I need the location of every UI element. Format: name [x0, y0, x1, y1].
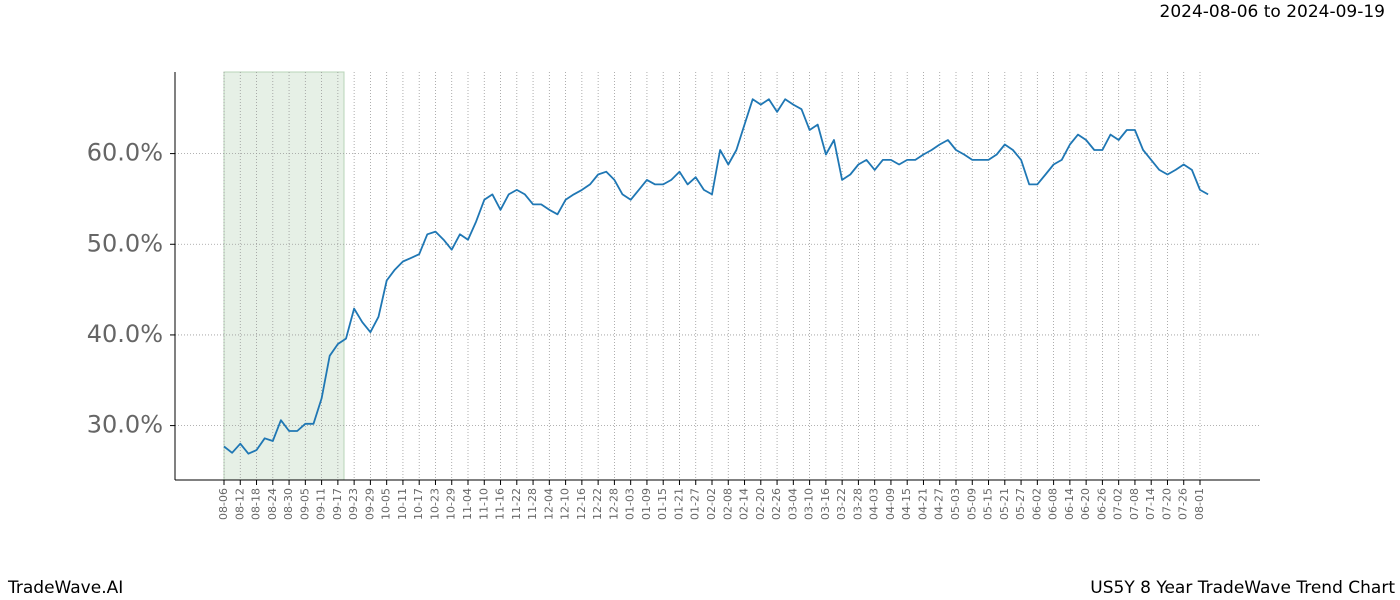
x-tick-label: 10-29 [445, 488, 458, 520]
x-tick-label: 11-10 [477, 488, 490, 520]
x-tick-label: 06-08 [1047, 488, 1060, 520]
x-tick-label: 11-28 [526, 488, 539, 520]
x-tick-label: 08-01 [1193, 488, 1206, 520]
x-tick-label: 09-11 [315, 488, 328, 520]
y-tick-label: 40.0% [87, 320, 163, 348]
x-tick-label: 04-15 [900, 488, 913, 520]
x-tick-label: 02-26 [770, 488, 783, 520]
x-tick-label: 04-21 [916, 488, 929, 520]
x-tick-label: 10-17 [412, 488, 425, 520]
x-tick-label: 10-05 [380, 488, 393, 520]
x-tick-label: 09-17 [331, 488, 344, 520]
line [223, 98, 1209, 455]
x-tick-label: 01-15 [656, 488, 669, 520]
date-range: 2024-08-06 to 2024-09-19 [1160, 2, 1385, 22]
chart-title: US5Y 8 Year TradeWave Trend Chart [1090, 578, 1395, 598]
x-tick-label: 01-27 [689, 488, 702, 520]
x-tick-label: 05-21 [998, 488, 1011, 520]
x-tick-label: 02-14 [738, 488, 751, 520]
x-tick-label: 07-02 [1112, 488, 1125, 520]
x-tick-label: 06-26 [1095, 488, 1108, 520]
x-tick-label: 04-03 [868, 488, 881, 520]
highlight-region [223, 71, 345, 481]
x-tick-label: 04-09 [884, 488, 897, 520]
x-tick-label: 03-22 [835, 488, 848, 520]
x-tick-label: 01-03 [624, 488, 637, 520]
x-tick-label: 03-10 [803, 488, 816, 520]
x-tick-label: 10-11 [396, 488, 409, 520]
x-tick-label: 06-02 [1030, 488, 1043, 520]
x-tick-label: 07-26 [1177, 488, 1190, 520]
x-tick-label: 08-30 [282, 488, 295, 520]
x-tick-label: 04-27 [933, 488, 946, 520]
x-tick-label: 03-04 [786, 488, 799, 520]
x-tick-label: 08-12 [233, 488, 246, 520]
x-tick-label: 05-27 [1014, 488, 1027, 520]
x-tick-label: 08-24 [266, 488, 279, 520]
x-tick-label: 11-22 [510, 488, 523, 520]
x-tick-label: 07-20 [1160, 488, 1173, 520]
x-tick-label: 07-08 [1128, 488, 1141, 520]
x-tick-label: 12-04 [542, 488, 555, 520]
x-tick-label: 11-04 [461, 488, 474, 520]
x-tick-label: 03-28 [851, 488, 864, 520]
x-tick-label: 11-16 [494, 488, 507, 520]
x-tick-label: 08-06 [217, 488, 230, 520]
x-tick-label: 05-09 [965, 488, 978, 520]
x-tick-label: 05-15 [982, 488, 995, 520]
x-tick-label: 12-10 [559, 488, 572, 520]
x-tick-label: 12-22 [591, 488, 604, 520]
x-tick-label: 12-28 [607, 488, 620, 520]
x-tick-label: 02-20 [754, 488, 767, 520]
x-tick-label: 07-14 [1144, 488, 1157, 520]
x-tick-label: 01-09 [640, 488, 653, 520]
x-tick-label: 01-21 [672, 488, 685, 520]
x-tick-label: 09-29 [363, 488, 376, 520]
y-tick-label: 50.0% [87, 229, 163, 257]
x-tick-label: 02-08 [721, 488, 734, 520]
x-tick-label: 12-16 [575, 488, 588, 520]
x-tick-label: 09-05 [298, 488, 311, 520]
x-tick-label: 08-18 [250, 488, 263, 520]
brand: TradeWave.AI [7, 578, 123, 598]
y-tick-label: 60.0% [87, 139, 163, 167]
x-tick-label: 03-16 [819, 488, 832, 520]
x-tick-label: 06-20 [1079, 488, 1092, 520]
x-tick-label: 10-23 [428, 488, 441, 520]
x-tick-label: 05-03 [949, 488, 962, 520]
y-tick-label: 30.0% [87, 411, 163, 439]
x-tick-label: 02-02 [705, 488, 718, 520]
x-tick-label: 09-23 [347, 488, 360, 520]
x-tick-label: 06-14 [1063, 488, 1076, 520]
